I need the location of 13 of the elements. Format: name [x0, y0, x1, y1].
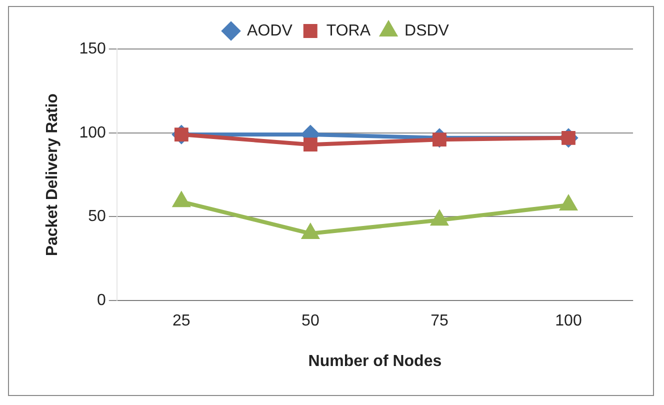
x-tick-label: 25 [172, 312, 190, 330]
y-tick-label: 0 [96, 292, 106, 310]
y-tick-label: 100 [79, 124, 106, 142]
legend-label: AODV [247, 22, 293, 40]
legend-label: DSDV [404, 22, 450, 40]
x-tick-label: 50 [302, 312, 320, 330]
y-tick-label: 50 [88, 208, 106, 226]
x-tick-label: 75 [430, 312, 448, 330]
x-tick-label: 100 [555, 312, 582, 330]
legend-label: TORA [326, 22, 371, 40]
y-axis-title: Packet Delivery Ratio [44, 93, 62, 256]
y-tick-label: 150 [79, 40, 106, 58]
x-axis-title: Number of Nodes [308, 352, 442, 370]
